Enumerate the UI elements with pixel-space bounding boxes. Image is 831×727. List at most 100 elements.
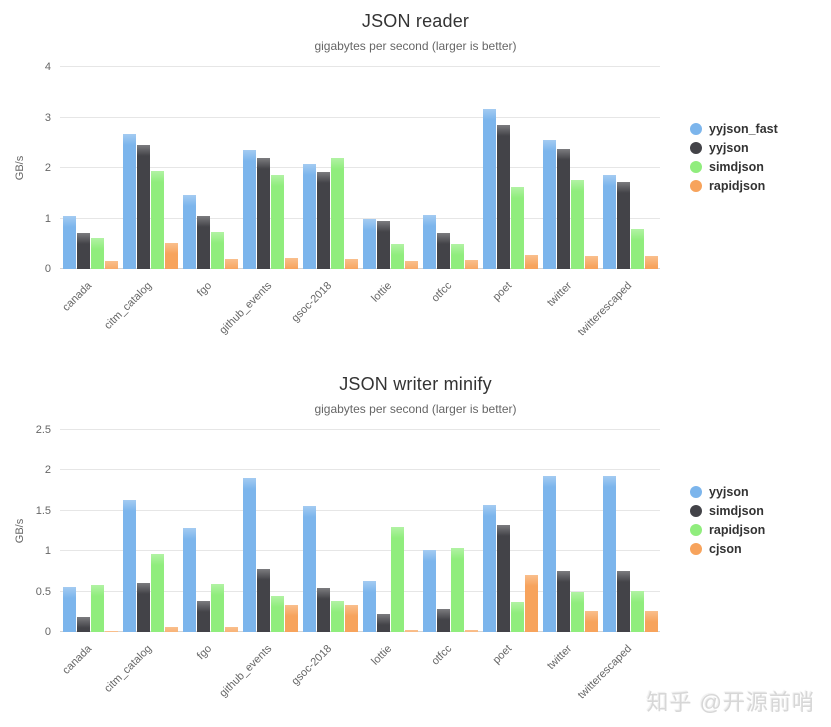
- x-tick-label: otfcc: [429, 642, 455, 668]
- y-axis-title: GB/s: [14, 518, 27, 544]
- bar-group-lottie: [360, 67, 420, 269]
- legend-item-label: yyjson: [709, 141, 749, 155]
- bar-yyjson: [302, 505, 316, 632]
- y-tick-label: 4: [44, 61, 51, 73]
- legend-item-label: yyjson: [709, 485, 749, 499]
- x-tick-label: twitter: [545, 642, 575, 672]
- x-tick-label: fgo: [194, 279, 215, 300]
- legend-marker-icon: [690, 505, 702, 517]
- bar-rapidjson: [644, 255, 658, 269]
- legend-marker-icon: [690, 524, 702, 536]
- legend-marker-icon: [690, 123, 702, 135]
- bar-group-github_events: [240, 67, 300, 269]
- y-tick-label: 2: [44, 162, 51, 174]
- chart-subtitle: gigabytes per second (larger is better): [314, 402, 517, 416]
- bar-group-canada: [60, 67, 120, 269]
- bar-cjson: [224, 627, 238, 632]
- bar-yyjson: [616, 181, 630, 269]
- y-tick-label: 2: [44, 464, 51, 477]
- plot-area: 0 1 2 3 4: [45, 61, 660, 275]
- legend-marker-icon: [690, 142, 702, 154]
- bar-yyjson: [242, 477, 256, 632]
- legend-item-yyjson[interactable]: yyjson: [690, 485, 765, 499]
- bar-group-gsoc-2018: [300, 67, 360, 269]
- bar-cjson: [404, 630, 418, 632]
- bar-yyjson_fast: [62, 215, 76, 269]
- bar-group-poet: [480, 67, 540, 269]
- bar-yyjson: [256, 157, 270, 269]
- legend-item-simdjson[interactable]: simdjson: [690, 160, 778, 174]
- gridline: [60, 509, 660, 511]
- bar-yyjson: [482, 505, 496, 632]
- bar-simdjson: [616, 571, 630, 632]
- gridline: [60, 590, 660, 592]
- bar-rapidjson: [344, 258, 358, 269]
- chart-json-writer-minify: JSON writer minify gigabytes per second …: [0, 363, 831, 726]
- gridline: [60, 469, 660, 471]
- bar-group-fgo: [180, 430, 240, 632]
- bar-yyjson_fast: [242, 150, 256, 269]
- legend-marker-icon: [690, 486, 702, 498]
- legend-item-rapidjson[interactable]: rapidjson: [690, 523, 765, 537]
- bar-group-twitterescaped: [600, 67, 660, 269]
- bar-yyjson: [182, 527, 196, 632]
- bar-cjson: [344, 605, 358, 632]
- bar-rapidjson: [284, 257, 298, 269]
- legend-item-yyjson[interactable]: yyjson: [690, 141, 778, 155]
- legend-item-label: rapidjson: [709, 523, 766, 537]
- x-tick-label: github_events: [217, 642, 275, 700]
- bar-simdjson: [436, 609, 450, 632]
- legend-item-label: simdjson: [709, 160, 764, 174]
- bar-simdjson: [270, 175, 284, 269]
- gridline: [60, 167, 660, 168]
- bar-rapidjson: [584, 255, 598, 269]
- bar-simdjson: [390, 244, 404, 269]
- bar-simdjson: [510, 186, 524, 269]
- bar-rapidjson: [630, 590, 644, 632]
- bar-simdjson: [210, 231, 224, 269]
- bar-group-lottie: [360, 430, 420, 632]
- y-tick-label: 0.5: [35, 585, 51, 598]
- bar-simdjson: [136, 582, 150, 632]
- bar-cjson: [284, 605, 298, 632]
- gridline: [60, 429, 660, 430]
- bar-rapidjson: [330, 601, 344, 632]
- y-tick-label: 3: [44, 111, 51, 124]
- legend-item-simdjson[interactable]: simdjson: [690, 504, 765, 518]
- bar-yyjson: [196, 216, 210, 269]
- bar-simdjson: [330, 157, 344, 269]
- bar-yyjson_fast: [122, 134, 136, 269]
- x-axis-labels: canada citm_catalog fgo github_events gsoc-2…: [60, 269, 660, 349]
- bar-simdjson: [496, 524, 510, 632]
- legend-item-label: simdjson: [709, 504, 764, 518]
- legend-item-yyjson_fast[interactable]: yyjson_fast: [690, 122, 778, 136]
- gridline: [60, 631, 660, 632]
- watermark: 知乎 @开源前哨: [646, 690, 815, 715]
- bar-simdjson: [556, 571, 570, 632]
- x-tick-label: otfcc: [429, 279, 455, 305]
- bar-rapidjson: [510, 602, 524, 632]
- bar-group-otfcc: [420, 67, 480, 269]
- y-axis-title: GB/s: [14, 155, 27, 181]
- bar-yyjson: [62, 586, 76, 632]
- bar-cjson: [164, 627, 178, 632]
- bar-simdjson: [150, 170, 164, 269]
- bar-rapidjson: [164, 242, 178, 269]
- bar-simdjson: [630, 228, 644, 269]
- legend-marker-icon: [690, 180, 702, 192]
- bar-yyjson: [122, 500, 136, 632]
- plot-area: 0 0.5 1 1.5 2 2.5: [36, 424, 660, 638]
- bar-yyjson: [422, 550, 436, 632]
- bar-simdjson: [450, 243, 464, 269]
- chart-title: JSON writer minify: [339, 374, 492, 394]
- bar-yyjson: [556, 149, 570, 269]
- bar-rapidjson: [464, 259, 478, 269]
- x-tick-label: lottie: [369, 642, 395, 668]
- gridline: [60, 268, 660, 269]
- legend-item-cjson[interactable]: cjson: [690, 542, 765, 556]
- legend-item-rapidjson[interactable]: rapidjson: [690, 179, 778, 193]
- bar-group-github_events: [240, 430, 300, 632]
- x-tick-label: poet: [490, 279, 515, 304]
- legend-item-label: yyjson_fast: [709, 122, 778, 136]
- gridline: [60, 116, 660, 118]
